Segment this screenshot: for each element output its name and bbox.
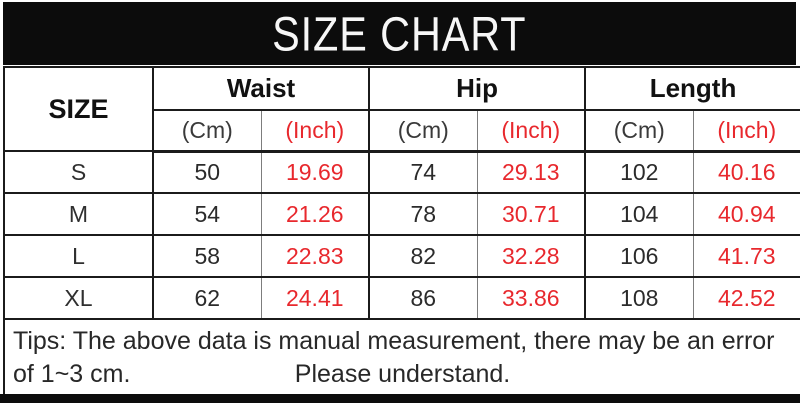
cell-waist-inch: 19.69 — [260, 150, 371, 194]
table-header-unit-row: (Cm) (Inch) (Cm) (Inch) (Cm) (Inch) — [4, 109, 800, 153]
bottom-black-bar — [0, 394, 800, 403]
tips-text-please-understand: Please understand. — [294, 360, 511, 388]
cell-hip-cm: 78 — [368, 192, 478, 236]
cell-hip-inch: 30.71 — [476, 192, 587, 236]
cell-hip-cm: 74 — [368, 150, 478, 194]
unit-header-length-cm: (Cm) — [584, 109, 694, 153]
cell-length-inch: 40.94 — [692, 192, 800, 236]
title-bar: SIZE CHART — [3, 2, 796, 65]
tips-text-line2: of 1~3 cm. Please understand. — [13, 358, 792, 391]
cell-length-cm: 104 — [584, 192, 694, 236]
column-header-size: SIZE — [3, 66, 154, 152]
cell-waist-inch: 21.26 — [260, 192, 371, 236]
cell-length-cm: 106 — [584, 234, 694, 278]
cell-waist-cm: 50 — [152, 150, 262, 194]
cell-size: S — [3, 150, 154, 194]
tips-text-error-range: of 1~3 cm. — [13, 360, 131, 388]
column-header-length: Length — [584, 66, 800, 111]
column-header-waist: Waist — [151, 66, 371, 111]
cell-waist-inch: 22.83 — [260, 234, 371, 278]
cell-hip-inch: 29.13 — [476, 150, 587, 194]
cell-length-cm: 108 — [584, 276, 694, 320]
cell-hip-cm: 82 — [368, 234, 478, 278]
cell-hip-inch: 33.86 — [476, 276, 587, 320]
column-header-hip: Hip — [368, 66, 587, 111]
cell-waist-cm: 58 — [152, 234, 262, 278]
table-row-l: L 58 22.83 82 32.28 106 41.73 — [3, 234, 800, 278]
cell-length-inch: 40.16 — [692, 150, 800, 194]
tips-row: Tips: The above data is manual measureme… — [2, 318, 800, 399]
cell-hip-inch: 32.28 — [476, 234, 587, 278]
cell-length-inch: 42.52 — [692, 276, 800, 320]
table-row-m: M 54 21.26 78 30.71 104 40.94 — [3, 192, 800, 236]
page-title: SIZE CHART — [272, 6, 527, 61]
size-table: SIZE Waist Hip Length (Cm) (Inch) (Cm) (… — [2, 66, 800, 399]
cell-waist-inch: 24.41 — [260, 276, 371, 320]
unit-header-hip-inch: (Inch) — [476, 109, 587, 153]
cell-hip-cm: 86 — [368, 276, 478, 320]
table-row-xl: XL 62 24.41 86 33.86 108 42.52 — [3, 276, 800, 320]
tips-text-line1: Tips: The above data is manual measureme… — [13, 327, 775, 355]
unit-header-waist-cm: (Cm) — [152, 109, 262, 153]
cell-size: XL — [3, 276, 154, 320]
cell-length-cm: 102 — [584, 150, 694, 194]
tips-cell: Tips: The above data is manual measureme… — [2, 318, 800, 399]
cell-waist-cm: 54 — [152, 192, 262, 236]
cell-size: L — [3, 234, 154, 278]
unit-header-hip-cm: (Cm) — [368, 109, 478, 153]
cell-waist-cm: 62 — [152, 276, 262, 320]
cell-length-inch: 41.73 — [692, 234, 800, 278]
table-row-s: S 50 19.69 74 29.13 102 40.16 — [3, 150, 800, 194]
cell-size: M — [3, 192, 154, 236]
table-header-group-row: SIZE Waist Hip Length — [3, 66, 800, 152]
unit-header-waist-inch: (Inch) — [260, 109, 371, 153]
unit-header-length-inch: (Inch) — [692, 109, 800, 153]
